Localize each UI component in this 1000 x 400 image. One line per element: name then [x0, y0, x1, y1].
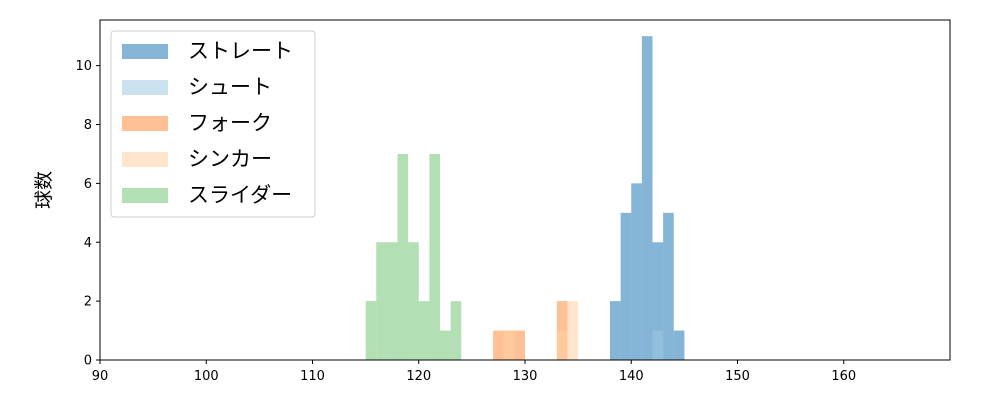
y-axis-label: 球数 — [33, 171, 55, 209]
y-tick-label: 0 — [84, 354, 92, 369]
bar-5-2 — [376, 242, 387, 360]
y-tick-label: 4 — [84, 236, 92, 251]
legend-label: シュート — [188, 75, 272, 99]
bar-5-5 — [408, 242, 419, 360]
legend-label: シンカー — [188, 147, 272, 171]
bar-5-7 — [429, 153, 440, 360]
y-tick-label: 8 — [84, 118, 92, 133]
x-tick-label: 90 — [92, 369, 109, 384]
bar-5-6 — [418, 301, 430, 360]
bar-1-5 — [652, 242, 664, 360]
bar-1-7 — [673, 330, 685, 360]
y-axis: 0 2 4 6 8 10 — [75, 59, 100, 369]
y-tick-label: 10 — [75, 59, 92, 74]
bar-1-2 — [620, 212, 632, 360]
legend-swatch — [122, 44, 168, 59]
y-tick-label: 6 — [84, 177, 92, 192]
bar-3-3 — [514, 330, 525, 360]
bar-4-1 — [503, 330, 515, 360]
x-tick-label: 120 — [406, 369, 431, 384]
bar-4-2 — [556, 330, 568, 360]
bar-3-1 — [493, 330, 504, 360]
bar-4-3 — [567, 301, 579, 360]
bar-1-6 — [663, 212, 674, 360]
bar-5-3 — [386, 242, 398, 360]
legend-swatch — [122, 80, 168, 95]
legend-swatch — [122, 116, 168, 131]
x-tick-label: 150 — [725, 369, 750, 384]
legend-box — [110, 30, 316, 218]
legend-swatch — [122, 188, 168, 203]
x-tick-label: 140 — [619, 369, 644, 384]
y-tick-label: 2 — [84, 295, 92, 310]
bar-5-4 — [397, 153, 409, 360]
bars-layer — [365, 36, 685, 360]
bar-2-1 — [652, 330, 664, 360]
legend-label: ストレート — [188, 39, 293, 63]
x-tick-label: 160 — [831, 369, 856, 384]
bar-1-4 — [641, 36, 653, 360]
bar-1-1 — [610, 301, 621, 360]
x-tick-label: 110 — [300, 369, 325, 384]
bar-5-8 — [440, 330, 451, 360]
legend-swatch — [122, 152, 168, 167]
legend-label: フォーク — [188, 111, 272, 135]
bar-5-1 — [365, 301, 377, 360]
bar-5-9 — [450, 301, 462, 360]
x-axis: 90 100 110 120 130 140 150 160 — [92, 360, 856, 384]
x-tick-label: 130 — [513, 369, 538, 384]
bar-1-3 — [631, 183, 642, 360]
x-tick-label: 100 — [194, 369, 219, 384]
legend-label: スライダー — [188, 183, 292, 207]
